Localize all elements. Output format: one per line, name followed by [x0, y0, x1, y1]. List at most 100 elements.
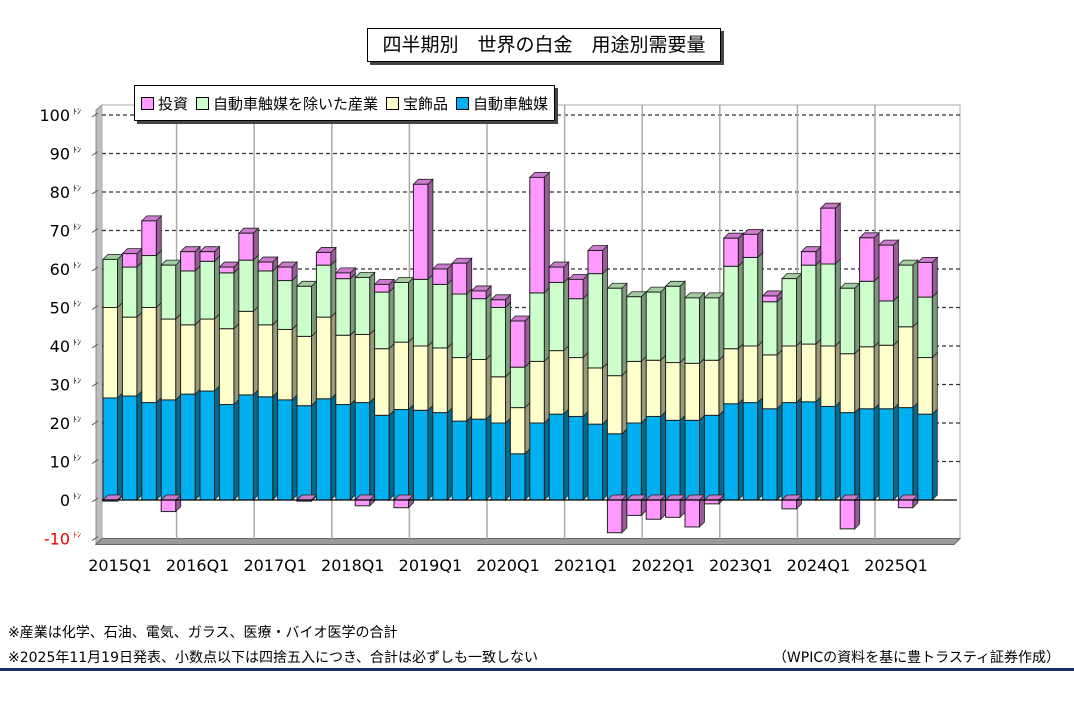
bar-自動車触媒を除いた産業: [354, 276, 371, 335]
legend-label: 自動車触媒を除いた産業: [213, 94, 379, 113]
bar-side: [737, 342, 744, 405]
bar-投資: [218, 266, 235, 274]
bar-side: [912, 320, 919, 409]
bar-自動車触媒を除いた産業: [393, 281, 409, 343]
bar-side: [427, 178, 434, 281]
bar-宝飾品: [917, 357, 933, 415]
bar-side: [194, 264, 201, 326]
bar-自動車触媒: [723, 403, 739, 501]
bar-宝飾品: [742, 345, 759, 404]
bar-自動車触媒: [548, 413, 565, 501]
bar-宝飾品: [665, 362, 681, 421]
bar-宝飾品: [878, 344, 894, 410]
bar-自動車触媒を除いた産業: [509, 366, 526, 409]
bar-side: [466, 288, 473, 359]
bar-side: [699, 357, 705, 422]
bar-自動車触媒を除いた産業: [742, 256, 759, 347]
bar-自動車触媒を除いた産業: [820, 263, 836, 347]
bar-宝飾品: [781, 345, 797, 404]
y-tick-label: 100: [39, 106, 70, 125]
bar-side: [834, 258, 841, 347]
legend-label: 自動車触媒: [473, 94, 549, 113]
bar-自動車触媒: [490, 422, 506, 501]
bar-side: [330, 392, 337, 501]
bar-宝飾品: [296, 335, 312, 407]
y-tick-unit: ﾄﾝ: [73, 223, 81, 232]
bar-side: [543, 417, 550, 501]
chart-title: 四半期別 世界の白金 用途別需要量: [367, 28, 721, 62]
footnote-industry: ※産業は化学、石油、電気、ガラス、医療・バイオ医学の合計: [8, 625, 398, 641]
bar-side: [252, 254, 259, 313]
bar-side: [718, 354, 725, 417]
bar-side: [563, 344, 570, 416]
bar-自動車触媒: [684, 419, 700, 501]
x-tick-label: 2019Q1: [399, 556, 463, 575]
bar-自動車触媒: [141, 402, 157, 501]
bar-投資: [257, 261, 274, 272]
bar-side: [117, 301, 123, 399]
bar-自動車触媒を除いた産業: [335, 278, 351, 336]
bar-side: [582, 410, 589, 501]
legend-item-autocatalyst: 自動車触媒: [456, 93, 548, 114]
bar-宝飾品: [606, 375, 623, 435]
bar-自動車触媒: [374, 414, 390, 501]
bar-side: [369, 271, 376, 336]
bar-side: [446, 341, 453, 414]
bar-side: [349, 329, 356, 406]
y-tick-mark: [91, 228, 99, 233]
bar-宝飾品: [180, 324, 196, 395]
bar-投資: [548, 266, 565, 283]
x-tick-label: 2024Q1: [787, 556, 851, 575]
bar-side: [640, 355, 647, 424]
bar-自動車触媒: [568, 415, 584, 501]
bar-宝飾品: [257, 324, 274, 398]
bar-自動車触媒を除いた産業: [839, 287, 856, 355]
bar-side: [214, 255, 220, 321]
bar-宝飾品: [218, 328, 235, 406]
bar-自動車触媒: [315, 398, 332, 501]
bar-自動車触媒: [296, 405, 312, 501]
bar-自動車触媒: [160, 399, 177, 501]
y-tick-mark: [91, 536, 99, 541]
bar-自動車触媒を除いた産業: [781, 278, 797, 347]
bar-side: [893, 239, 899, 302]
bar-宝飾品: [723, 348, 739, 405]
y-tick-label: -10: [44, 530, 70, 549]
bar-side: [679, 356, 686, 422]
bar-投資: [315, 251, 332, 266]
bar-自動車触媒: [257, 396, 274, 501]
bar-side: [175, 313, 182, 401]
y-tick-unit: ﾄﾝ: [73, 415, 81, 424]
bar-side: [834, 202, 841, 265]
bar-投資: [839, 499, 856, 530]
y-tick-unit: ﾄﾝ: [73, 146, 81, 155]
bar-宝飾品: [568, 357, 584, 417]
bar-side: [175, 393, 182, 501]
bar-side: [660, 354, 667, 418]
bar-自動車触媒: [606, 433, 623, 501]
bar-宝飾品: [645, 359, 662, 417]
bar-宝飾品: [839, 353, 856, 414]
legend: 投資 自動車触媒を除いた産業 宝飾品 自動車触媒: [134, 85, 556, 121]
legend-item-investment: 投資: [141, 93, 188, 114]
y-tick-mark: [91, 189, 99, 195]
bar-自動車触媒を除いた産業: [723, 265, 739, 350]
bar-投資: [762, 295, 778, 303]
bar-投資: [568, 278, 584, 300]
bar-自動車触媒を除いた産業: [568, 298, 584, 359]
bar-side: [718, 409, 725, 501]
x-tick-label: 2015Q1: [88, 556, 152, 575]
bar-自動車触媒を除いた産業: [548, 281, 565, 352]
bar-自動車触媒を除いた産業: [238, 259, 254, 312]
bar-side: [582, 351, 589, 418]
bar-投資: [432, 268, 448, 285]
bar-投資: [509, 320, 526, 368]
bar-side: [369, 396, 376, 501]
bar-side: [873, 402, 880, 501]
bar-自動車触媒を除いた産業: [917, 296, 933, 359]
x-tick-label: 2021Q1: [554, 556, 618, 575]
bar-side: [194, 388, 201, 501]
bar-自動車触媒を除いた産業: [218, 272, 235, 330]
bar-投資: [529, 176, 545, 294]
